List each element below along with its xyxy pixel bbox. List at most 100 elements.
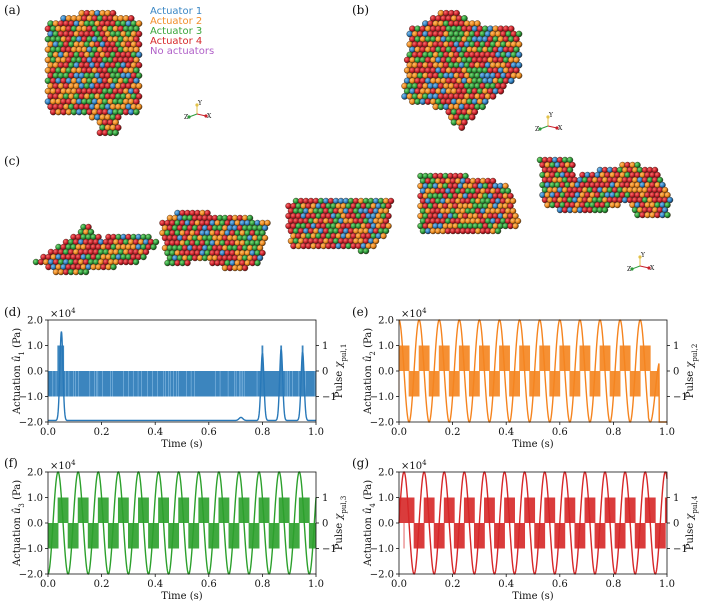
pulse-low-segment: [168, 523, 179, 549]
pulse-low-segment: [489, 371, 500, 397]
robot-render: [285, 197, 395, 255]
pulse-high-segment: [459, 345, 470, 371]
voxel-sphere: [261, 224, 269, 232]
y2-tick-label: 1: [322, 493, 328, 504]
x-tick-label: 0.4: [498, 427, 514, 438]
y-tick-label: −2.0: [370, 570, 394, 581]
voxel-sphere: [256, 244, 264, 252]
pulse-high-segment: [238, 497, 249, 523]
voxel-sphere: [133, 56, 140, 64]
y-tick-label: 0.0: [27, 367, 43, 378]
x-axis-label: Time (s): [512, 591, 553, 601]
voxel-sphere: [372, 237, 380, 245]
voxel-sphere: [85, 223, 92, 231]
actuation-series: [48, 331, 316, 422]
y2-tick-label: 0: [322, 367, 328, 378]
voxel-sphere: [133, 108, 140, 116]
voxel-sphere: [512, 222, 519, 230]
y2-tick-label: 1: [322, 341, 328, 352]
voxel-sphere: [135, 51, 143, 59]
voxel-sphere: [507, 25, 515, 33]
voxel-sphere: [468, 113, 476, 121]
triad-label-z: Z: [535, 126, 539, 133]
pulse-low-segment: [434, 523, 445, 549]
voxel-sphere: [261, 234, 269, 242]
pulse-low-segment: [88, 523, 99, 549]
voxel-sphere: [150, 243, 157, 251]
panel-label: (c): [4, 154, 20, 168]
x-tick-label: 0.4: [147, 579, 163, 590]
pulse-low-segment: [610, 371, 621, 397]
pulse-low-segment: [289, 523, 300, 549]
pulse-high-segment: [579, 345, 590, 371]
voxel-sphere: [601, 206, 609, 214]
pulse-low-segment: [454, 523, 465, 549]
voxel-sphere: [502, 182, 509, 190]
pulse-high-segment: [299, 497, 310, 523]
actuation-charts: 0.0 0.2 0.4 0.6 0.8 1.0 −2.0 −1.0 0.0 1.0 2.0 −1 0 1 ×…: [12, 307, 699, 601]
voxel-sphere: [385, 212, 392, 220]
x-tick-label: 1.0: [659, 579, 675, 590]
pulse-low-segment: [108, 523, 119, 549]
x-tick-label: 0.2: [94, 427, 110, 438]
y2-axis-label: Pulse χpul,1: [334, 344, 348, 399]
voxel-sphere: [382, 217, 390, 225]
pulse-low-segment: [574, 523, 585, 549]
pulse-low-segment: [615, 523, 626, 549]
y-tick-label: −1.0: [19, 392, 43, 403]
voxel-sphere: [481, 98, 489, 105]
voxel-sphere: [654, 171, 661, 179]
y-tick-label: 0.0: [27, 519, 43, 530]
pulse-high-segment: [404, 497, 415, 523]
pulse-high-segment: [544, 497, 555, 523]
pulse-high-segment: [439, 345, 450, 371]
chart-panel: 0.0 0.2 0.4 0.6 0.8 1.0 −2.0 −1.0 0.0 1.0 2.0 −1 0 1 ×…: [12, 459, 348, 601]
chart-panel: 0.0 0.2 0.4 0.6 0.8 1.0 −2.0 −1.0 0.0 1.0 2.0 −1 0 1 ×…: [363, 307, 699, 450]
y-multiplier-exponent: 4: [71, 459, 76, 467]
pulse-high-segment: [118, 497, 129, 523]
y-multiplier: ×104: [401, 307, 427, 320]
voxel-sphere: [109, 9, 117, 17]
triad-label-y: Y: [640, 252, 646, 259]
pulse-segment: [399, 497, 405, 523]
y-multiplier-exponent: 4: [71, 307, 76, 315]
pulse-low-segment: [655, 523, 666, 549]
y-tick-label: 2.0: [378, 468, 394, 479]
y-multiplier-exponent: 4: [422, 307, 427, 315]
voxel-sphere: [82, 268, 90, 276]
x-tick-label: 0.6: [552, 427, 568, 438]
panel-label: (e): [352, 305, 368, 319]
voxel-sphere: [504, 187, 512, 195]
pulse-low-segment: [128, 523, 139, 549]
voxel-sphere: [135, 20, 143, 27]
voxel-sphere: [513, 35, 520, 43]
pulse-low-segment: [529, 371, 540, 397]
pulse-low-segment: [414, 523, 425, 549]
pulse-high-segment: [58, 497, 69, 523]
triad-label-x: X: [650, 265, 655, 272]
y-tick-label: 2.0: [27, 316, 43, 327]
robot-render: [159, 209, 271, 272]
voxel-sphere: [133, 25, 140, 33]
pulse-low-segment: [635, 523, 646, 549]
y-tick-label: −1.0: [19, 544, 43, 555]
pulse-low-segment: [188, 523, 199, 549]
voxel-sphere: [515, 30, 523, 38]
pulse-segment: [48, 523, 59, 549]
chart-panel: 0.0 0.2 0.4 0.6 0.8 1.0 −2.0 −1.0 0.0 1.0 2.0 −1 0 1 ×…: [12, 307, 348, 450]
voxel-sphere: [264, 219, 271, 227]
x-tick-label: 0.2: [445, 579, 461, 590]
voxel-sphere: [661, 206, 669, 214]
actuation-series: [398, 319, 667, 423]
voxel-sphere: [634, 161, 641, 169]
triad-label-z: Z: [627, 266, 631, 273]
y-tick-label: 1.0: [27, 493, 43, 504]
pulse-high-segment: [620, 345, 631, 371]
voxel-sphere: [513, 46, 520, 53]
voxel-sphere: [500, 82, 507, 90]
pulse-high-segment: [279, 497, 290, 523]
voxel-sphere: [370, 242, 377, 250]
voxel-sphere: [135, 93, 143, 100]
voxel-sphere: [132, 258, 140, 266]
